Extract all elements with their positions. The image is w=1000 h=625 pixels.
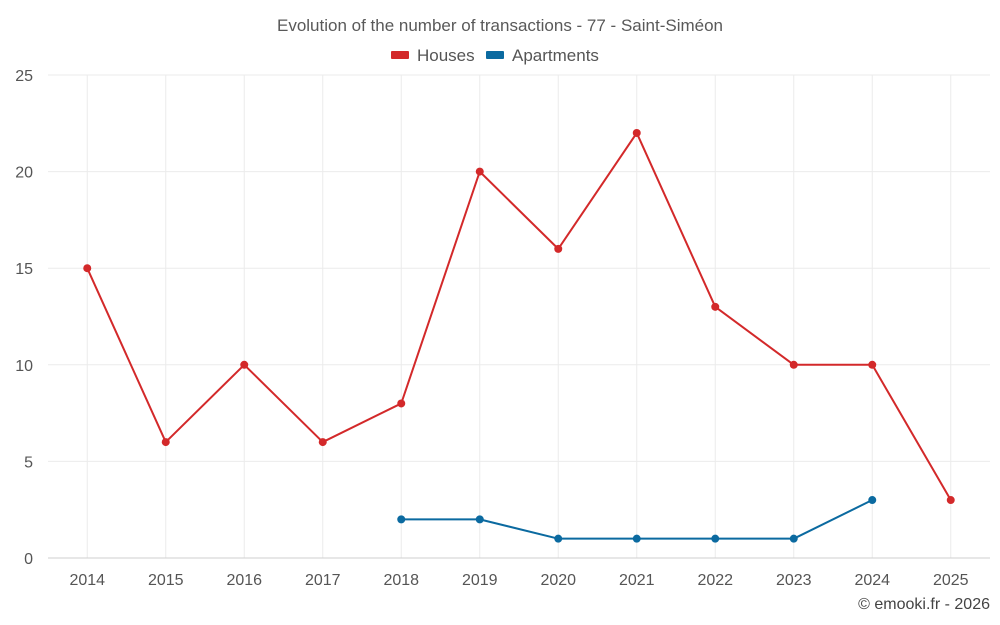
- data-point-houses[interactable]: [318, 438, 327, 447]
- data-point-apartments[interactable]: [632, 534, 641, 543]
- series-apartments: [397, 496, 877, 543]
- x-tick-label: 2018: [383, 572, 419, 589]
- data-point-apartments[interactable]: [789, 534, 798, 543]
- x-tick-label: 2024: [854, 572, 890, 589]
- data-point-houses[interactable]: [632, 128, 641, 137]
- x-tick-label: 2017: [305, 572, 341, 589]
- data-point-apartments[interactable]: [475, 515, 484, 524]
- series-line-houses: [86, 131, 952, 501]
- x-tick-label: 2014: [69, 572, 105, 589]
- series-houses: [83, 128, 955, 505]
- x-tick-label: 2020: [540, 572, 576, 589]
- y-tick-label: 0: [24, 551, 33, 568]
- x-tick-label: 2021: [619, 572, 655, 589]
- y-tick-label: 15: [15, 261, 33, 278]
- legend: Houses Apartments: [391, 46, 599, 65]
- x-tick-label: 2019: [462, 572, 498, 589]
- data-point-houses[interactable]: [554, 244, 563, 253]
- y-tick-label: 10: [15, 358, 33, 375]
- data-point-houses[interactable]: [868, 360, 877, 369]
- data-point-apartments[interactable]: [868, 496, 877, 505]
- credit-text: © emooki.fr - 2026: [858, 596, 990, 613]
- data-point-houses[interactable]: [946, 496, 955, 505]
- x-tick-label: 2016: [226, 572, 262, 589]
- x-tick-label: 2023: [776, 572, 812, 589]
- legend-item-apartments[interactable]: Apartments: [486, 46, 599, 65]
- data-point-houses[interactable]: [397, 399, 406, 408]
- data-point-houses[interactable]: [711, 302, 720, 311]
- chart-title: Evolution of the number of transactions …: [277, 16, 723, 35]
- grid: [48, 74, 990, 558]
- legend-swatch-apartments: [486, 51, 504, 59]
- legend-label-apartments: Apartments: [512, 46, 599, 65]
- series: [83, 128, 955, 543]
- y-tick-label: 5: [24, 454, 33, 471]
- legend-swatch-houses: [391, 51, 409, 59]
- x-tick-label: 2022: [697, 572, 733, 589]
- x-tick-label: 2025: [933, 572, 969, 589]
- data-point-houses[interactable]: [240, 360, 249, 369]
- legend-item-houses[interactable]: Houses: [391, 46, 475, 65]
- x-tick-label: 2015: [148, 572, 184, 589]
- data-point-houses[interactable]: [161, 438, 170, 447]
- y-tick-label: 20: [15, 165, 33, 182]
- x-axis: 2014 2015 2016 2017 2018 2019 2020 2021 2022 2023…: [48, 557, 990, 589]
- legend-label-houses: Houses: [417, 46, 475, 65]
- data-point-houses[interactable]: [475, 167, 484, 176]
- data-point-houses[interactable]: [83, 264, 92, 273]
- y-axis: 0 5 10 15 20 25: [15, 68, 33, 568]
- data-point-houses[interactable]: [789, 360, 798, 369]
- data-point-apartments[interactable]: [711, 534, 720, 543]
- data-point-apartments[interactable]: [397, 515, 406, 524]
- y-tick-label: 25: [15, 68, 33, 85]
- data-point-apartments[interactable]: [554, 534, 563, 543]
